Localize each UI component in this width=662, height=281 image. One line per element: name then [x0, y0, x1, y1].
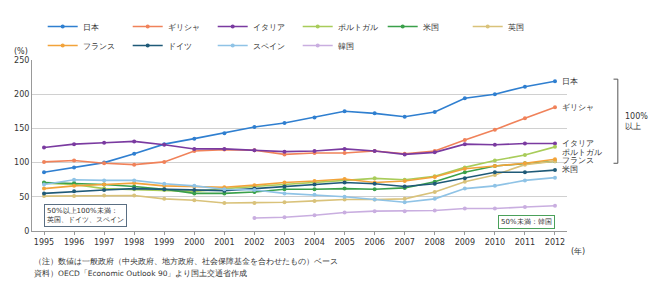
svg-text:100%以上: 100%以上 [625, 112, 648, 131]
svg-text:50%以上100%未満：英国、ドイツ、スペイン: 50%以上100%未満：英国、ドイツ、スペイン [47, 207, 124, 224]
svg-text:イタリア: イタリア [562, 139, 594, 148]
svg-text:2004: 2004 [304, 238, 324, 247]
svg-text:2010: 2010 [485, 238, 505, 247]
svg-text:1997: 1997 [94, 238, 114, 247]
svg-text:ドイツ: ドイツ [168, 42, 192, 51]
svg-text:2002: 2002 [244, 238, 264, 247]
svg-text:英国: 英国 [508, 23, 524, 32]
svg-text:(年): (年) [571, 247, 585, 256]
svg-text:ポルトガル: ポルトガル [562, 148, 602, 157]
svg-text:(%): (%) [14, 47, 28, 56]
svg-text:50%未満：韓国: 50%未満：韓国 [501, 218, 552, 226]
svg-text:米国: 米国 [562, 165, 578, 174]
svg-text:2001: 2001 [214, 238, 234, 247]
svg-text:米国: 米国 [423, 23, 439, 32]
svg-text:（注）数値は一般政府（中央政府、地方政府、社会保障基金を合わ: （注）数値は一般政府（中央政府、地方政府、社会保障基金を合わせたもの）ベース [34, 257, 338, 266]
svg-text:2000: 2000 [184, 238, 204, 247]
svg-text:スペイン: スペイン [253, 42, 285, 51]
svg-text:資料）OECD「Economic Outlook 90」より: 資料）OECD「Economic Outlook 90」より国土交通省作成 [34, 269, 247, 278]
svg-text:フランス: フランス [83, 42, 115, 51]
svg-text:2006: 2006 [364, 238, 384, 247]
svg-text:2011: 2011 [515, 238, 535, 247]
svg-text:イタリア: イタリア [253, 23, 285, 32]
svg-text:日本: 日本 [83, 23, 99, 32]
svg-text:100: 100 [14, 158, 29, 167]
svg-text:1996: 1996 [64, 238, 84, 247]
svg-text:1998: 1998 [124, 238, 144, 247]
svg-text:50: 50 [19, 193, 29, 202]
svg-text:1995: 1995 [34, 238, 54, 247]
svg-text:200: 200 [14, 90, 29, 99]
svg-text:2008: 2008 [425, 238, 445, 247]
svg-text:2009: 2009 [455, 238, 475, 247]
svg-text:2003: 2003 [274, 238, 294, 247]
svg-text:150: 150 [14, 124, 29, 133]
svg-text:0: 0 [24, 227, 29, 236]
svg-text:2012: 2012 [545, 238, 565, 247]
svg-text:ギリシャ: ギリシャ [562, 103, 594, 112]
svg-text:1999: 1999 [154, 238, 174, 247]
svg-text:2005: 2005 [334, 238, 354, 247]
svg-text:2007: 2007 [395, 238, 415, 247]
svg-text:250: 250 [14, 56, 29, 65]
svg-text:ギリシャ: ギリシャ [168, 23, 200, 32]
svg-text:ポルトガル: ポルトガル [338, 23, 378, 32]
svg-text:フランス: フランス [562, 156, 594, 165]
svg-text:日本: 日本 [562, 77, 578, 86]
svg-text:韓国: 韓国 [338, 42, 354, 51]
